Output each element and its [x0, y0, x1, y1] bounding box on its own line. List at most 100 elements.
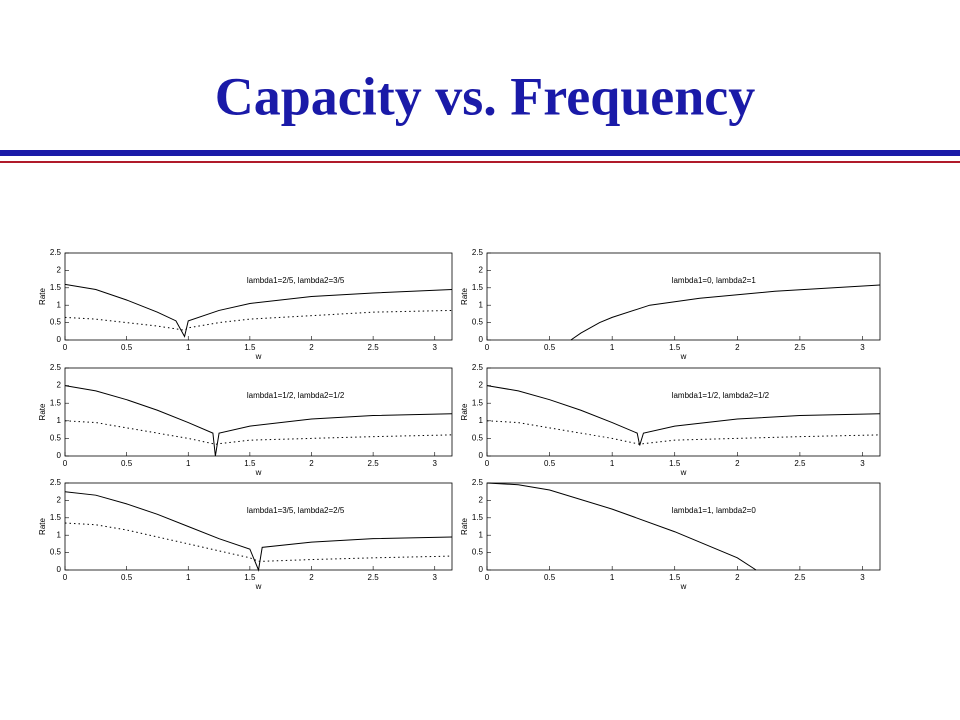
x-tick-label: 0.5 [121, 459, 133, 468]
x-axis-label: w [255, 352, 262, 361]
rule-blue [0, 150, 960, 156]
y-tick-label: 1 [57, 416, 62, 425]
y-tick-label: 0.5 [50, 548, 62, 557]
x-tick-label: 3 [860, 343, 865, 352]
series-line [64, 283, 453, 338]
x-tick-label: 1.5 [244, 459, 256, 468]
y-tick-label: 1.5 [50, 283, 62, 292]
plot-frame [486, 367, 881, 457]
x-tick-label: 0 [63, 343, 68, 352]
x-tick-label: 3 [860, 573, 865, 582]
y-tick-label: 2.5 [472, 363, 484, 372]
y-tick-label: 1 [57, 300, 62, 309]
y-axis-label: Rate [460, 403, 469, 420]
y-tick-label: 0 [479, 451, 484, 460]
x-tick-label: 3 [433, 343, 438, 352]
plot-frame [486, 482, 881, 571]
x-tick-label: 0.5 [544, 573, 556, 582]
x-tick-label: 1 [610, 459, 615, 468]
y-tick-label: 1.5 [50, 398, 62, 407]
x-tick-label: 1.5 [669, 459, 681, 468]
x-tick-label: 3 [433, 459, 438, 468]
y-axis-label: Rate [38, 403, 47, 420]
plot-frame [486, 252, 881, 341]
x-axis-label: w [255, 582, 262, 591]
y-tick-label: 0 [57, 335, 62, 344]
series-line [570, 284, 881, 341]
y-tick-label: 1 [479, 530, 484, 539]
annotation: lambda1=1/2, lambda2=1/2 [672, 391, 770, 400]
x-tick-label: 0 [485, 573, 490, 582]
x-tick-label: 2 [735, 343, 740, 352]
y-tick-label: 2.5 [50, 248, 62, 257]
x-tick-label: 0 [485, 459, 490, 468]
x-axis-label: w [680, 582, 687, 591]
rule-red [0, 161, 960, 163]
y-tick-label: 0 [57, 451, 62, 460]
x-tick-label: 1 [610, 573, 615, 582]
x-tick-label: 1.5 [669, 573, 681, 582]
annotation: lambda1=0, lambda2=1 [672, 276, 757, 285]
x-tick-label: 2 [309, 573, 314, 582]
y-tick-label: 1.5 [472, 283, 484, 292]
annotation: lambda1=1/2, lambda2=1/2 [247, 391, 345, 400]
series-line [64, 309, 453, 331]
y-tick-label: 0.5 [472, 434, 484, 443]
y-tick-label: 0.5 [50, 434, 62, 443]
y-tick-label: 2 [57, 381, 62, 390]
x-tick-label: 3 [433, 573, 438, 582]
x-tick-label: 2.5 [794, 459, 806, 468]
x-tick-label: 2 [309, 343, 314, 352]
y-tick-label: 1 [479, 300, 484, 309]
y-tick-label: 2 [479, 381, 484, 390]
x-tick-label: 3 [860, 459, 865, 468]
plot-frame [64, 252, 453, 341]
y-axis-label: Rate [460, 518, 469, 535]
y-tick-label: 0 [57, 565, 62, 574]
y-tick-label: 2.5 [50, 478, 62, 487]
y-tick-label: 1 [57, 530, 62, 539]
y-tick-label: 0.5 [472, 318, 484, 327]
x-tick-label: 2.5 [368, 573, 380, 582]
x-tick-label: 1 [186, 459, 191, 468]
y-axis-label: Rate [38, 518, 47, 535]
x-tick-label: 2.5 [794, 573, 806, 582]
annotation: lambda1=1, lambda2=0 [672, 506, 757, 515]
x-axis-label: w [680, 468, 687, 477]
y-tick-label: 1.5 [472, 513, 484, 522]
x-tick-label: 0 [63, 573, 68, 582]
x-tick-label: 0 [485, 343, 490, 352]
x-tick-label: 2.5 [368, 343, 380, 352]
y-axis-label: Rate [460, 288, 469, 305]
y-tick-label: 2 [479, 266, 484, 275]
x-tick-label: 0.5 [544, 459, 556, 468]
plot-frame [64, 367, 453, 457]
x-axis-label: w [255, 468, 262, 477]
x-tick-label: 1 [610, 343, 615, 352]
x-tick-label: 2.5 [368, 459, 380, 468]
x-tick-label: 0.5 [121, 573, 133, 582]
x-tick-label: 0 [63, 459, 68, 468]
x-tick-label: 1 [186, 343, 191, 352]
series-line [64, 491, 453, 572]
y-axis-label: Rate [38, 288, 47, 305]
slide-title: Capacity vs. Frequency [215, 66, 755, 126]
y-tick-label: 2.5 [472, 248, 484, 257]
y-tick-label: 2.5 [472, 478, 484, 487]
x-tick-label: 2 [735, 573, 740, 582]
x-tick-label: 1.5 [244, 343, 256, 352]
x-tick-label: 1.5 [244, 573, 256, 582]
series-line [64, 522, 453, 562]
series-line [64, 420, 453, 445]
x-tick-label: 2.5 [794, 343, 806, 352]
x-tick-label: 2 [735, 459, 740, 468]
annotation: lambda1=2/5, lambda2=3/5 [247, 276, 345, 285]
series-line [486, 482, 757, 571]
y-tick-label: 2 [57, 496, 62, 505]
y-tick-label: 2 [57, 266, 62, 275]
y-tick-label: 1.5 [50, 513, 62, 522]
x-tick-label: 1 [186, 573, 191, 582]
x-axis-label: w [680, 352, 687, 361]
y-tick-label: 2.5 [50, 363, 62, 372]
